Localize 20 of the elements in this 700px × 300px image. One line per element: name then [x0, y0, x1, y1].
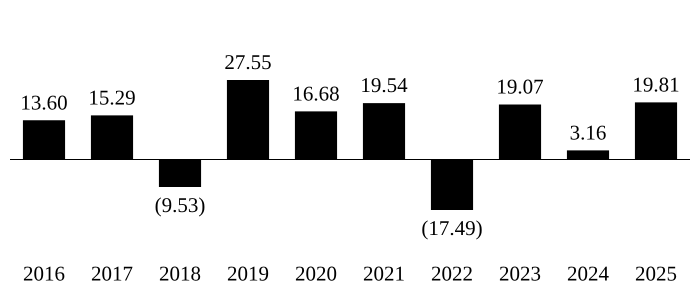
data-label: 19.07	[496, 74, 544, 98]
data-label: 16.68	[292, 81, 340, 106]
x-tick-label: 2021	[363, 262, 405, 286]
x-tick-label: 2016	[23, 262, 65, 286]
x-tick-label: 2023	[499, 262, 541, 286]
x-tick-label: 2017	[91, 262, 133, 286]
data-label: (9.53)	[154, 193, 206, 218]
data-label: 15.29	[88, 85, 136, 110]
data-label: 19.81	[632, 72, 680, 96]
data-label: 3.16	[570, 120, 606, 144]
data-label: 19.54	[360, 73, 408, 98]
x-tick-label: 2022	[431, 262, 473, 286]
data-label: 27.55	[224, 50, 272, 74]
x-tick-label: 2025	[635, 262, 677, 286]
data-label: (17.49)	[421, 216, 483, 240]
x-tick-label: 2024	[567, 262, 610, 286]
data-label: 13.60	[20, 90, 68, 114]
x-tick-label: 2018	[159, 262, 201, 286]
x-tick-label: 2019	[227, 262, 269, 286]
x-tick-label: 2020	[295, 262, 337, 286]
